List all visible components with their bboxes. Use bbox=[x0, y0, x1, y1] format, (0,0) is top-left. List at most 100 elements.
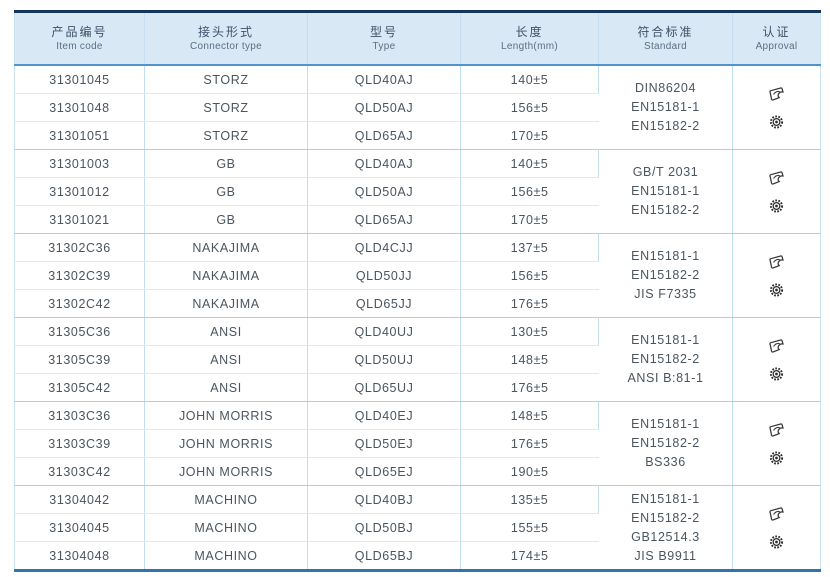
table-row: 31302C36 NAKAJIMA QLD4CJJ 137±5 EN15181-1 EN1… bbox=[14, 233, 821, 318]
type-cell: QLD65AJ bbox=[307, 205, 461, 234]
length-cell: 155±5 bbox=[460, 513, 599, 542]
item-code-cell: 31302C39 bbox=[14, 261, 145, 290]
connector-type-cell: MACHINO bbox=[144, 513, 308, 542]
type-cell: QLD4CJJ bbox=[307, 233, 461, 262]
length-cell: 148±5 bbox=[460, 401, 599, 430]
table-row: 31301021 GB QLD65AJ 170±5 bbox=[14, 205, 821, 234]
column-header-en: Type bbox=[372, 40, 396, 52]
standard-line: EN15181-1 bbox=[631, 491, 700, 506]
table-row: 31305C36 ANSI QLD40UJ 130±5 EN15181-1 EN15182… bbox=[14, 317, 821, 402]
standard-cell: EN15181-1 EN15182-2 BS336 bbox=[598, 401, 733, 486]
connector-type-cell: STORZ bbox=[144, 121, 308, 150]
column-header-approval: 认证 Approval bbox=[732, 11, 821, 66]
product-table: 产品编号 Item code 接头形式 Connector type 型号 Type 长度 L… bbox=[14, 10, 821, 572]
item-code-cell: 31305C39 bbox=[14, 345, 145, 374]
standard-line: EN15182-2 bbox=[631, 352, 700, 366]
item-code-cell: 31304045 bbox=[14, 513, 145, 542]
table-body: 31301045 STORZ QLD40AJ 140±5 DIN86204 EN15181… bbox=[14, 65, 821, 571]
gear-seal-icon bbox=[768, 114, 785, 130]
column-header-zh: 接头形式 bbox=[197, 24, 254, 39]
type-cell: QLD65AJ bbox=[307, 121, 461, 150]
approval-cell bbox=[732, 485, 821, 571]
item-code-cell: 31301048 bbox=[14, 93, 145, 122]
standard-cell: DIN86204 EN15181-1 EN15182-2 bbox=[598, 65, 733, 150]
length-cell: 156±5 bbox=[460, 177, 599, 206]
standard-line: EN15181-1 bbox=[631, 333, 700, 347]
type-cell: QLD40AJ bbox=[307, 149, 461, 178]
cert-emblem-icon bbox=[768, 506, 785, 522]
standard-cell: EN15181-1 EN15182-2 JIS F7335 bbox=[598, 233, 733, 318]
column-header-zh: 长度 bbox=[515, 24, 544, 39]
gear-seal-icon bbox=[768, 366, 785, 382]
item-code-cell: 31301021 bbox=[14, 205, 145, 234]
standard-line: GB/T 2031 bbox=[632, 165, 699, 179]
item-code-cell: 31304048 bbox=[14, 541, 145, 571]
type-cell: QLD50EJ bbox=[307, 429, 461, 458]
length-cell: 137±5 bbox=[460, 233, 599, 262]
length-cell: 170±5 bbox=[460, 205, 599, 234]
standard-line: EN15182-2 bbox=[631, 510, 700, 525]
column-header-item-code: 产品编号 Item code bbox=[14, 11, 145, 66]
approval-cell bbox=[732, 317, 821, 402]
standard-line: EN15182-2 bbox=[631, 436, 700, 450]
connector-type-cell: NAKAJIMA bbox=[144, 233, 308, 262]
table-row: 31304042 MACHINO QLD40BJ 135±5 EN15181-1 EN15… bbox=[14, 485, 821, 571]
approval-icon-stack bbox=[735, 86, 818, 130]
type-cell: QLD65EJ bbox=[307, 457, 461, 486]
length-cell: 140±5 bbox=[460, 65, 599, 94]
table-row: 31303C39 JOHN MORRIS QLD50EJ 176±5 bbox=[14, 429, 821, 458]
connector-type-cell: NAKAJIMA bbox=[144, 289, 308, 318]
column-header-standard: 符合标准 Standard bbox=[598, 11, 733, 66]
connector-type-cell: GB bbox=[144, 205, 308, 234]
standard-line: DIN86204 bbox=[634, 81, 697, 95]
standard-line: ANSI B:81-1 bbox=[627, 371, 704, 385]
length-cell: 176±5 bbox=[460, 289, 599, 318]
item-code-cell: 31303C39 bbox=[14, 429, 145, 458]
cert-emblem-icon bbox=[768, 170, 785, 186]
length-cell: 130±5 bbox=[460, 317, 599, 346]
approval-cell bbox=[732, 233, 821, 318]
length-cell: 190±5 bbox=[460, 457, 599, 486]
type-cell: QLD65JJ bbox=[307, 289, 461, 318]
approval-icon-stack bbox=[735, 506, 818, 550]
connector-type-cell: STORZ bbox=[144, 65, 308, 94]
standard-line: GB12514.3 bbox=[631, 529, 700, 544]
type-cell: QLD50UJ bbox=[307, 345, 461, 374]
cert-emblem-icon bbox=[768, 254, 785, 270]
table-row: 31301048 STORZ QLD50AJ 156±5 bbox=[14, 93, 821, 122]
column-header-zh: 产品编号 bbox=[51, 24, 108, 39]
type-cell: QLD40BJ bbox=[307, 485, 461, 514]
column-header-en: Length(mm) bbox=[501, 40, 558, 52]
item-code-cell: 31301012 bbox=[14, 177, 145, 206]
length-cell: 156±5 bbox=[460, 93, 599, 122]
type-cell: QLD40EJ bbox=[307, 401, 461, 430]
table-row: 31305C42 ANSI QLD65UJ 176±5 bbox=[14, 373, 821, 402]
item-code-cell: 31301003 bbox=[14, 149, 145, 178]
connector-type-cell: MACHINO bbox=[144, 541, 308, 571]
item-code-cell: 31305C36 bbox=[14, 317, 145, 346]
connector-type-cell: GB bbox=[144, 149, 308, 178]
length-cell: 148±5 bbox=[460, 345, 599, 374]
cert-emblem-icon bbox=[768, 422, 785, 438]
item-code-cell: 31302C36 bbox=[14, 233, 145, 262]
table-row: 31304048 MACHINO QLD65BJ 174±5 bbox=[14, 541, 821, 571]
standard-line: JIS F7335 bbox=[634, 287, 697, 301]
column-header-en: Item code bbox=[56, 40, 103, 52]
type-cell: QLD50AJ bbox=[307, 177, 461, 206]
type-cell: QLD50JJ bbox=[307, 261, 461, 290]
item-code-cell: 31301045 bbox=[14, 65, 145, 94]
table-row: 31303C36 JOHN MORRIS QLD40EJ 148±5 EN15181-1… bbox=[14, 401, 821, 486]
connector-type-cell: MACHINO bbox=[144, 485, 308, 514]
column-header-en: Connector type bbox=[189, 40, 263, 52]
connector-type-cell: JOHN MORRIS bbox=[144, 429, 308, 458]
type-cell: QLD50AJ bbox=[307, 93, 461, 122]
table-row: 31301051 STORZ QLD65AJ 170±5 bbox=[14, 121, 821, 150]
standard-line: EN15182-2 bbox=[631, 119, 700, 133]
connector-type-cell: JOHN MORRIS bbox=[144, 401, 308, 430]
standard-line: BS336 bbox=[645, 455, 686, 469]
type-cell: QLD40AJ bbox=[307, 65, 461, 94]
connector-type-cell: ANSI bbox=[144, 345, 308, 374]
connector-type-cell: STORZ bbox=[144, 93, 308, 122]
type-cell: QLD65BJ bbox=[307, 541, 461, 571]
